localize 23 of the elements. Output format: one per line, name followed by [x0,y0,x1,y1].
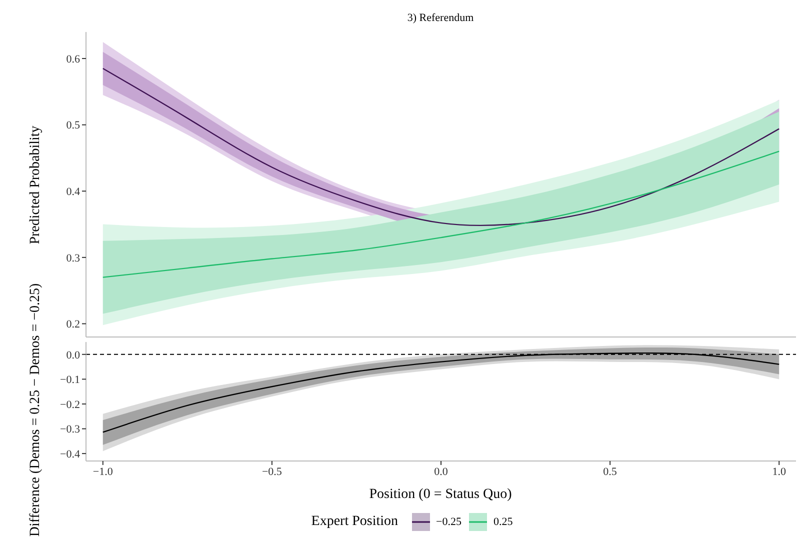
x-tick-label: 0.5 [603,466,618,478]
legend-label: −0.25 [436,516,462,528]
y-axis-title: Predicted Probability [28,126,44,244]
y-tick-label: −0.1 [60,374,80,386]
legend-label: 0.25 [493,516,513,528]
y-tick-label: 0.0 [66,349,80,362]
y-tick-label: −0.3 [60,424,80,436]
y-tick-label: −0.4 [60,448,80,460]
chart-title: 3) Referendum [406,12,475,24]
x-tick-label: 1.0 [772,466,786,478]
x-tick-label: −1.0 [92,466,114,478]
y-tick-label: −0.2 [60,398,80,411]
y-tick-label: 0.6 [66,53,80,66]
y-tick-label: 0.3 [66,252,80,264]
legend-title: Expert Position [311,514,398,530]
y-axis-title: Difference (Demos = 0.25 − Demos = −0.25) [28,282,44,536]
y-tick-label: 0.2 [66,318,80,331]
x-tick-label: 0.0 [434,466,448,478]
x-axis-title: Position (0 = Status Quo) [368,487,513,503]
x-tick-label: −0.5 [262,466,282,478]
y-tick-label: 0.5 [66,120,80,132]
line-series [102,150,780,278]
y-tick-label: 0.4 [66,186,80,198]
